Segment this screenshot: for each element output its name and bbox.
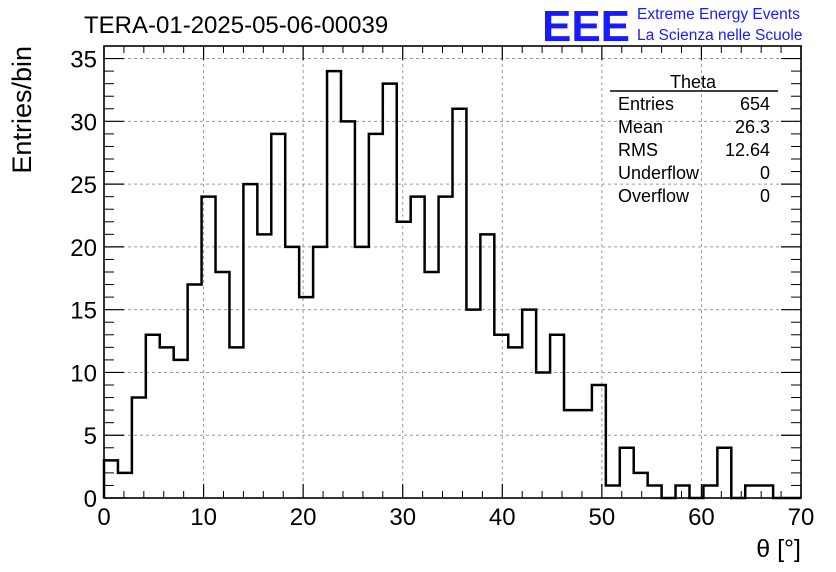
x-tick-label: 60 (688, 504, 715, 531)
x-tick-label: 10 (190, 504, 217, 531)
y-tick-label: 30 (70, 109, 97, 136)
stats-label: RMS (618, 140, 658, 160)
y-tick-label: 20 (70, 235, 97, 262)
plot-frame (103, 45, 802, 499)
x-tick-label: 40 (489, 504, 516, 531)
logo: EEE Extreme Energy Events La Scienza nel… (542, 2, 802, 51)
stats-label: Mean (618, 117, 663, 137)
y-tick-label: 0 (84, 486, 97, 513)
stats-label: Overflow (618, 186, 690, 206)
stats-title: Theta (670, 72, 717, 92)
logo-line1: Extreme Energy Events (637, 6, 800, 23)
stats-value: 26.3 (735, 117, 770, 137)
tick-labels: 0 10 20 30 40 50 60 70 0 5 10 15 20 25 30 35 (70, 47, 814, 531)
y-axis-label: Entries/bin (7, 46, 37, 174)
x-tick-label: 20 (290, 504, 317, 531)
stats-value: 654 (740, 94, 770, 114)
y-tick-label: 10 (70, 360, 97, 387)
x-tick-label: 30 (389, 504, 416, 531)
stats-value: 0 (760, 163, 770, 183)
stats-label: Underflow (618, 163, 700, 183)
stats-box: Theta Entries 654 Mean 26.3 RMS 12.64 Underflo… (610, 72, 778, 206)
y-tick-label: 15 (70, 298, 97, 325)
y-tick-label: 25 (70, 172, 97, 199)
chart-title: TERA-01-2025-05-06-00039 (84, 12, 388, 39)
x-tick-label: 50 (589, 504, 616, 531)
stats-value: 12.64 (725, 140, 770, 160)
x-tick-label: 70 (788, 504, 815, 531)
y-tick-label: 5 (84, 423, 97, 450)
x-axis-label: θ [°] (756, 535, 801, 563)
y-tick-label: 35 (70, 47, 97, 74)
stats-label: Entries (618, 94, 674, 114)
logo-mark: EEE (542, 2, 630, 51)
logo-line2: La Scienza nelle Scuole (637, 27, 802, 44)
x-tick-label: 0 (97, 504, 110, 531)
stats-value: 0 (760, 186, 770, 206)
